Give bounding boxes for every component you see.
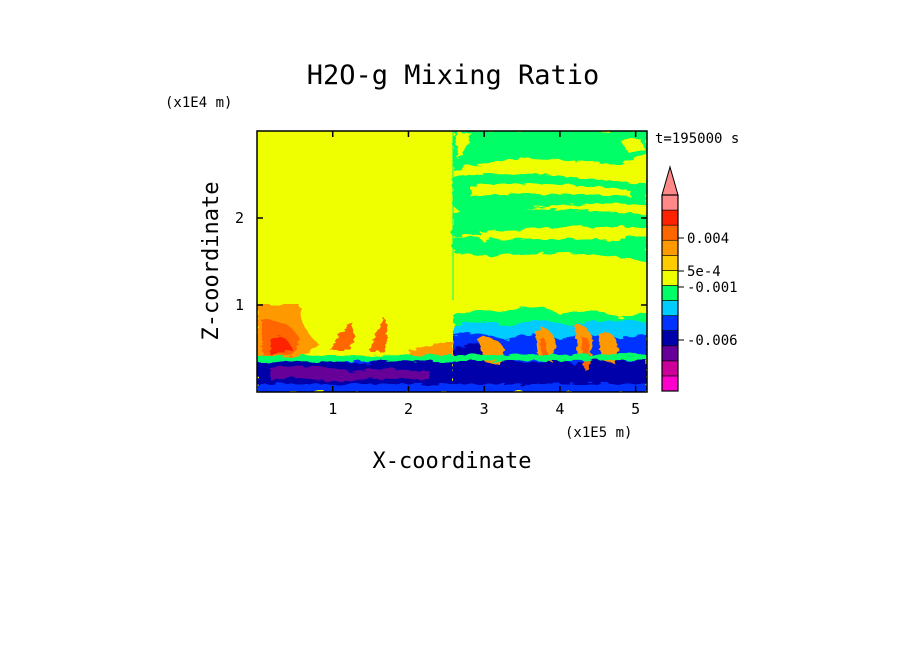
colorbar-label: -0.006 <box>687 333 738 349</box>
colorbar-swatch <box>661 300 679 316</box>
colorbar-swatch <box>661 345 679 362</box>
x-axis: 1 2 3 4 5 <box>328 131 640 418</box>
plot-area <box>257 131 647 392</box>
colorbar-swatch <box>661 255 679 271</box>
colorbar-label: 0.004 <box>687 231 729 247</box>
y-axis-title: Z-coordinate <box>199 182 224 341</box>
colorbar-swatch <box>661 209 679 226</box>
colorbar: 0.004 5e-4-0.001 -0.006 <box>661 165 738 392</box>
plot-frame <box>256 130 648 393</box>
field-upper-right <box>450 131 647 262</box>
colorbar-swatch <box>661 239 679 256</box>
colorbar-swatch <box>661 330 679 347</box>
field-lower-right <box>453 306 647 392</box>
colorbar-swatch <box>661 224 679 241</box>
y-tick-label: 2 <box>235 209 244 227</box>
x-tick-label: 3 <box>480 400 489 418</box>
colorbar-swatch <box>661 194 679 211</box>
colorbar-swatch <box>661 360 679 377</box>
y-axis: 12 <box>235 209 647 314</box>
y-tick-label: 1 <box>235 296 244 314</box>
x-tick-label: 5 <box>631 400 640 418</box>
field-lower-left <box>257 304 647 392</box>
x-axis-title: X-coordinate <box>373 449 532 474</box>
x-tick-label: 4 <box>555 400 564 418</box>
colorbar-frame <box>661 194 679 392</box>
x-tick-label: 2 <box>404 400 413 418</box>
x-unit-label: (x1E5 m) <box>565 425 632 441</box>
colorbar-label: 5e-4 <box>687 264 721 280</box>
y-unit-label: (x1E4 m) <box>165 95 232 111</box>
colorbar-swatch <box>661 285 679 301</box>
colorbar-swatch <box>661 315 679 331</box>
colorbar-extend-arrow <box>661 165 679 196</box>
x-tick-label: 1 <box>328 400 337 418</box>
time-label: t=195000 s <box>655 131 739 147</box>
colorbar-swatch <box>661 375 679 392</box>
colorbar-swatch <box>661 270 679 286</box>
colorbar-label: -0.001 <box>687 280 738 296</box>
chart-title: H2O-g Mixing Ratio <box>307 60 600 91</box>
